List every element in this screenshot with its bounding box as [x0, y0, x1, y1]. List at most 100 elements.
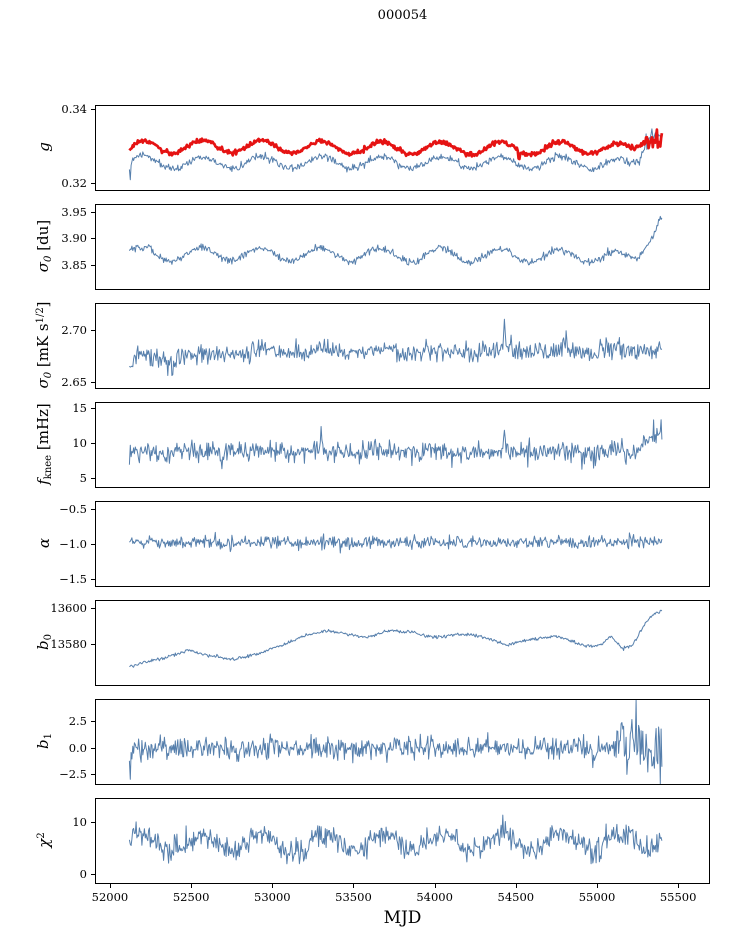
- y-tick-label: 0.0: [68, 740, 87, 755]
- x-tick-mark: [515, 884, 517, 888]
- x-tick-mark: [272, 884, 274, 888]
- series-b1: [128, 700, 663, 784]
- y-tick-mark: [91, 747, 95, 749]
- y-axis-label-fknee: fknee [mHz]: [34, 403, 54, 485]
- y-tick-label: 0.34: [61, 102, 87, 117]
- y-tick-mark: [91, 407, 95, 409]
- y-tick-mark: [91, 382, 95, 384]
- x-tick-label: 53000: [254, 890, 291, 904]
- y-tick-mark: [91, 508, 95, 510]
- y-axis-label-part: [mHz]: [34, 403, 52, 455]
- x-tick-label: 54500: [497, 890, 535, 904]
- panel-b0: [95, 600, 710, 686]
- y-axis-label-part: 0: [43, 255, 54, 262]
- y-tick-label: 0: [79, 867, 87, 882]
- y-axis-label-part: 0: [43, 634, 54, 641]
- plot-area-alpha: [129, 531, 663, 554]
- series-chi2: [128, 814, 663, 865]
- series-alpha: [129, 531, 663, 554]
- series-sigma0-mK: [129, 318, 663, 376]
- y-tick-mark: [91, 109, 95, 111]
- plot-area-g: [128, 128, 664, 181]
- y-tick-label: 13580: [50, 636, 87, 651]
- y-tick-mark: [91, 442, 95, 444]
- panel-sigma0-mK: [95, 303, 710, 389]
- panel-alpha: [95, 501, 710, 587]
- y-tick-label: 10: [72, 435, 87, 450]
- y-axis-label-sigma0-mK: σ0 [mK s1/2]: [34, 301, 54, 388]
- y-axis-label-part: b: [34, 739, 52, 749]
- y-tick-mark: [91, 264, 95, 266]
- y-tick-mark: [91, 211, 95, 213]
- x-tick-label: 54000: [416, 890, 453, 904]
- series-g-daily: [128, 128, 663, 181]
- x-tick-mark: [434, 884, 436, 888]
- y-tick-label: −1.0: [59, 536, 87, 551]
- plot-area-sigma0-du: [128, 215, 663, 266]
- y-tick-label: −1.5: [59, 572, 87, 587]
- panel-b1: [95, 699, 710, 785]
- y-tick-label: 3.90: [61, 231, 87, 246]
- y-tick-label: 10: [72, 815, 87, 830]
- panel-sigma0-du: [95, 204, 710, 290]
- y-tick-label: 2.70: [61, 323, 87, 338]
- y-axis-label-part: [du]: [34, 219, 52, 256]
- plot-area-b1: [128, 700, 663, 784]
- x-tick-mark: [353, 884, 355, 888]
- y-axis-label-part: χ: [35, 838, 53, 848]
- y-tick-mark: [91, 238, 95, 240]
- y-axis-label-g: g: [35, 142, 53, 152]
- y-axis-label-part: α: [35, 537, 53, 549]
- y-tick-mark: [91, 774, 95, 776]
- series-b0: [129, 609, 663, 668]
- plot-area-fknee: [128, 419, 663, 470]
- y-tick-mark: [91, 822, 95, 824]
- y-axis-label-part: σ: [34, 261, 52, 273]
- y-tick-label: 15: [72, 400, 87, 415]
- x-tick-label: 52000: [91, 890, 129, 904]
- y-tick-label: 5: [79, 471, 87, 486]
- x-tick-label: 55000: [578, 890, 616, 904]
- y-axis-label-part: [mK s: [34, 323, 52, 372]
- x-tick-label: 52500: [172, 890, 210, 904]
- y-axis-label-part: g: [35, 142, 53, 152]
- plot-area-chi2: [128, 814, 663, 865]
- panel-chi2: [95, 798, 710, 884]
- y-tick-label: 3.95: [61, 204, 87, 219]
- y-tick-label: 2.5: [68, 714, 87, 729]
- y-axis-label-part: f: [34, 479, 52, 485]
- y-tick-mark: [91, 182, 95, 184]
- panel-fknee: [95, 402, 710, 488]
- plot-area-b0: [129, 609, 663, 668]
- x-tick-label: 55500: [659, 890, 697, 904]
- y-axis-label-sigma0-du: σ0 [du]: [34, 220, 54, 272]
- y-tick-label: 3.85: [61, 257, 87, 272]
- y-axis-label-part: 1: [43, 733, 54, 740]
- y-axis-label-part: 1/2: [35, 307, 46, 324]
- y-axis-label-chi2: χ2: [35, 832, 53, 847]
- series-fknee: [128, 419, 663, 470]
- y-axis-label-part: b: [34, 640, 52, 650]
- y-tick-mark: [91, 607, 95, 609]
- y-tick-label: 0.32: [61, 175, 87, 190]
- y-tick-mark: [91, 643, 95, 645]
- x-tick-mark: [596, 884, 598, 888]
- y-tick-label: −2.5: [59, 767, 87, 782]
- y-axis-label-part: ]: [34, 301, 52, 308]
- y-tick-mark: [91, 478, 95, 480]
- y-tick-mark: [91, 874, 95, 876]
- y-axis-label-part: σ: [34, 378, 52, 389]
- y-axis-label-b1: b1: [34, 733, 54, 749]
- x-tick-mark: [191, 884, 193, 888]
- y-tick-mark: [91, 579, 95, 581]
- y-axis-label-alpha: α: [35, 538, 53, 548]
- y-axis-label-part: 0: [43, 371, 54, 379]
- plot-area-sigma0-mK: [129, 318, 663, 376]
- x-tick-mark: [109, 884, 111, 888]
- y-tick-mark: [91, 330, 95, 332]
- y-tick-mark: [91, 721, 95, 723]
- series-g-smoothed: [128, 128, 664, 161]
- x-axis-label: MJD: [383, 908, 422, 928]
- x-tick-mark: [678, 884, 680, 888]
